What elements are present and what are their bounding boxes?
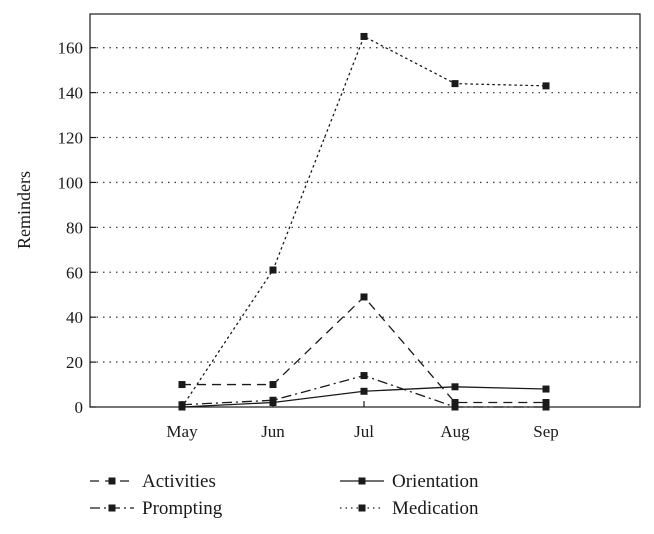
data-point-medication: [451, 80, 459, 88]
data-point-prompting: [269, 396, 277, 404]
y-tick-label: 0: [75, 398, 84, 417]
data-point-activities: [269, 381, 277, 389]
legend-swatch-marker: [358, 504, 366, 512]
data-point-orientation: [542, 385, 550, 393]
series-activities: [178, 293, 550, 407]
legend: Activities Orientation Prompting Medication: [90, 471, 479, 519]
x-tick-label: Jul: [354, 422, 374, 441]
y-tick-label: 80: [66, 218, 83, 237]
data-point-prompting: [360, 372, 368, 380]
data-point-activities: [542, 399, 550, 407]
legend-item-medication: Medication: [340, 498, 479, 519]
y-tick-label: 20: [66, 353, 83, 372]
data-point-medication: [178, 403, 186, 411]
x-axis: May Jun Jul Aug Sep: [166, 401, 559, 441]
data-point-medication: [269, 266, 277, 274]
data-point-prompting: [542, 403, 550, 411]
legend-swatch-marker: [108, 504, 116, 512]
y-axis-title: Reminders: [14, 171, 34, 249]
data-point-activities: [451, 399, 459, 407]
y-tick-label: 60: [66, 263, 83, 282]
x-tick-label: Aug: [440, 422, 470, 441]
y-tick-label: 120: [58, 129, 84, 148]
legend-swatch-marker: [358, 477, 366, 485]
data-point-prompting: [451, 403, 459, 411]
series-line-medication: [181, 35, 547, 408]
data-point-orientation: [451, 383, 459, 391]
data-point-activities: [360, 293, 368, 301]
y-tick-label: 100: [58, 173, 84, 192]
legend-item-activities: Activities: [90, 471, 216, 492]
y-axis: 0 20 40 60 80 100 120 140 160: [58, 39, 96, 417]
plot-frame: [89, 13, 641, 408]
legend-item-orientation: Orientation: [340, 471, 479, 492]
legend-item-prompting: Prompting: [90, 498, 223, 519]
series-lines: [178, 32, 550, 411]
y-tick-label: 160: [58, 39, 84, 58]
legend-swatch-marker: [108, 477, 116, 485]
x-tick-label: Jun: [261, 422, 285, 441]
legend-label: Medication: [392, 498, 479, 519]
y-tick-label: 40: [66, 308, 83, 327]
data-point-medication: [542, 82, 550, 90]
y-tick-label: 140: [58, 84, 84, 103]
grid-lines: [90, 47, 640, 363]
series-line-activities: [182, 296, 546, 404]
data-point-medication: [360, 32, 368, 40]
data-point-orientation: [360, 387, 368, 395]
x-tick-label: Sep: [533, 422, 559, 441]
legend-label: Orientation: [392, 471, 479, 492]
legend-label: Prompting: [142, 498, 223, 519]
x-tick-label: May: [166, 422, 198, 441]
series-medication: [178, 32, 550, 411]
data-point-activities: [178, 381, 186, 389]
legend-label: Activities: [142, 471, 216, 492]
